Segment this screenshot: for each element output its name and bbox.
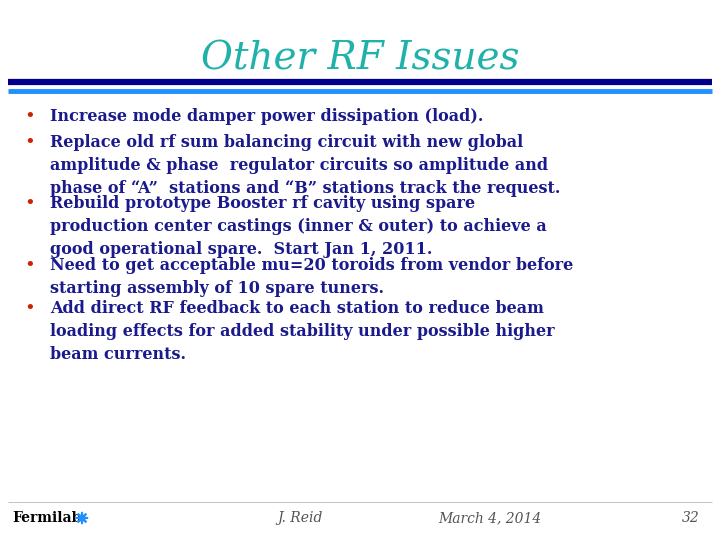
Text: 32: 32	[683, 511, 700, 525]
Text: Add direct RF feedback to each station to reduce beam
loading effects for added : Add direct RF feedback to each station t…	[50, 300, 554, 363]
Text: Replace old rf sum balancing circuit with new global
amplitude & phase  regulato: Replace old rf sum balancing circuit wit…	[50, 134, 560, 197]
Text: •: •	[24, 134, 35, 152]
Text: J. Reid: J. Reid	[277, 511, 323, 525]
Text: March 4, 2014: March 4, 2014	[438, 511, 541, 525]
Text: •: •	[24, 195, 35, 213]
Text: Rebuild prototype Booster rf cavity using spare
production center castings (inne: Rebuild prototype Booster rf cavity usin…	[50, 195, 546, 258]
Text: Other RF Issues: Other RF Issues	[201, 40, 519, 77]
Text: Fermilab: Fermilab	[12, 511, 81, 525]
Text: •: •	[24, 108, 35, 126]
Text: Need to get acceptable mu=20 toroids from vendor before
starting assembly of 10 : Need to get acceptable mu=20 toroids fro…	[50, 257, 573, 296]
Text: •: •	[24, 257, 35, 275]
Circle shape	[79, 515, 85, 521]
Text: Increase mode damper power dissipation (load).: Increase mode damper power dissipation (…	[50, 108, 483, 125]
Text: •: •	[24, 300, 35, 319]
